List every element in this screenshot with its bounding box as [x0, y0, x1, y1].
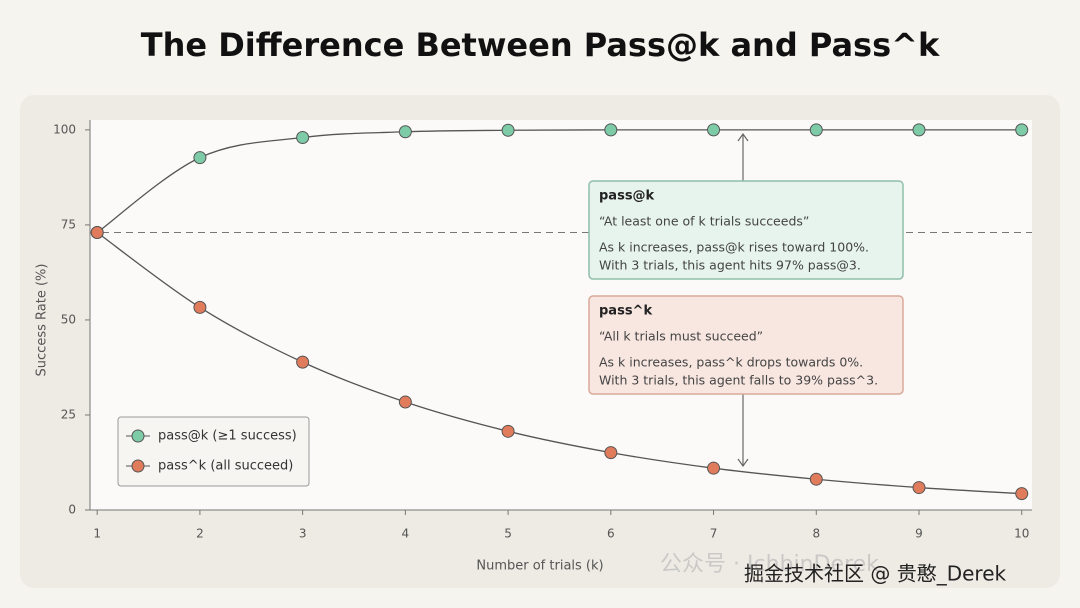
legend-label: pass@k (≥1 success): [158, 429, 297, 444]
y-tick-label: 25: [61, 407, 76, 421]
x-axis-label: Number of trials (k): [476, 559, 603, 574]
series-line: [96, 129, 1022, 234]
x-tick-label: 2: [196, 527, 204, 541]
x-tick-label: 4: [402, 527, 410, 541]
annotation-text: With 3 trials, this agent hits 97% pass@…: [599, 258, 861, 273]
y-axis-label: Success Rate (%): [35, 264, 50, 377]
series-line: [96, 231, 1022, 495]
data-point: [296, 355, 310, 369]
annotation-text: With 3 trials, this agent falls to 39% p…: [599, 373, 878, 388]
annotation-text: As k increases, pass^k drops towards 0%.: [599, 355, 863, 370]
x-tick-label: 8: [812, 527, 820, 541]
legend-marker: [131, 459, 145, 473]
chart-title: The Difference Between Pass@k and Pass^k: [141, 26, 940, 64]
x-tick-label: 5: [504, 527, 512, 541]
data-point: [912, 481, 926, 495]
watermark: 掘金技术社区 @ 贵憨_Derek: [744, 562, 1007, 586]
x-tick-label: 6: [607, 527, 615, 541]
data-point: [1015, 487, 1029, 501]
data-point: [809, 472, 823, 486]
annotation-text: As k increases, pass@k rises toward 100%…: [599, 240, 869, 255]
data-point: [912, 123, 926, 137]
data-point: [90, 226, 104, 240]
data-point: [398, 395, 412, 409]
data-point: [604, 446, 618, 460]
data-point: [501, 424, 515, 438]
annotation-box: [588, 295, 904, 395]
arrow-head: [737, 132, 749, 142]
data-point: [707, 461, 721, 475]
annotation-quote: “All k trials must succeed”: [599, 329, 763, 344]
x-tick-label: 1: [93, 527, 101, 541]
x-tick-label: 10: [1014, 527, 1029, 541]
x-tick-label: 9: [915, 527, 923, 541]
data-point: [193, 151, 207, 165]
data-point: [398, 125, 412, 139]
annotation-box: [588, 180, 904, 280]
legend-marker: [131, 429, 145, 443]
data-point: [809, 123, 823, 137]
data-point: [707, 123, 721, 137]
y-tick-label: 0: [68, 503, 76, 517]
y-tick-label: 75: [61, 217, 76, 231]
y-tick-label: 50: [61, 312, 76, 326]
annotation-title: pass^k: [599, 304, 652, 319]
annotation-quote: “At least one of k trials succeeds”: [599, 214, 809, 229]
legend-label: pass^k (all succeed): [158, 459, 293, 474]
annotation-title: pass@k: [599, 189, 655, 204]
x-tick-label: 7: [710, 527, 718, 541]
y-tick-label: 100: [53, 122, 76, 136]
watermark: 公众号 · IchbinDerek: [660, 552, 879, 577]
data-point: [1015, 123, 1029, 137]
x-tick-label: 3: [299, 527, 307, 541]
arrow-head: [737, 458, 749, 468]
data-point: [296, 130, 310, 144]
data-point: [501, 123, 515, 137]
data-point: [193, 300, 207, 314]
legend-box: [117, 416, 310, 487]
data-point: [604, 123, 618, 137]
